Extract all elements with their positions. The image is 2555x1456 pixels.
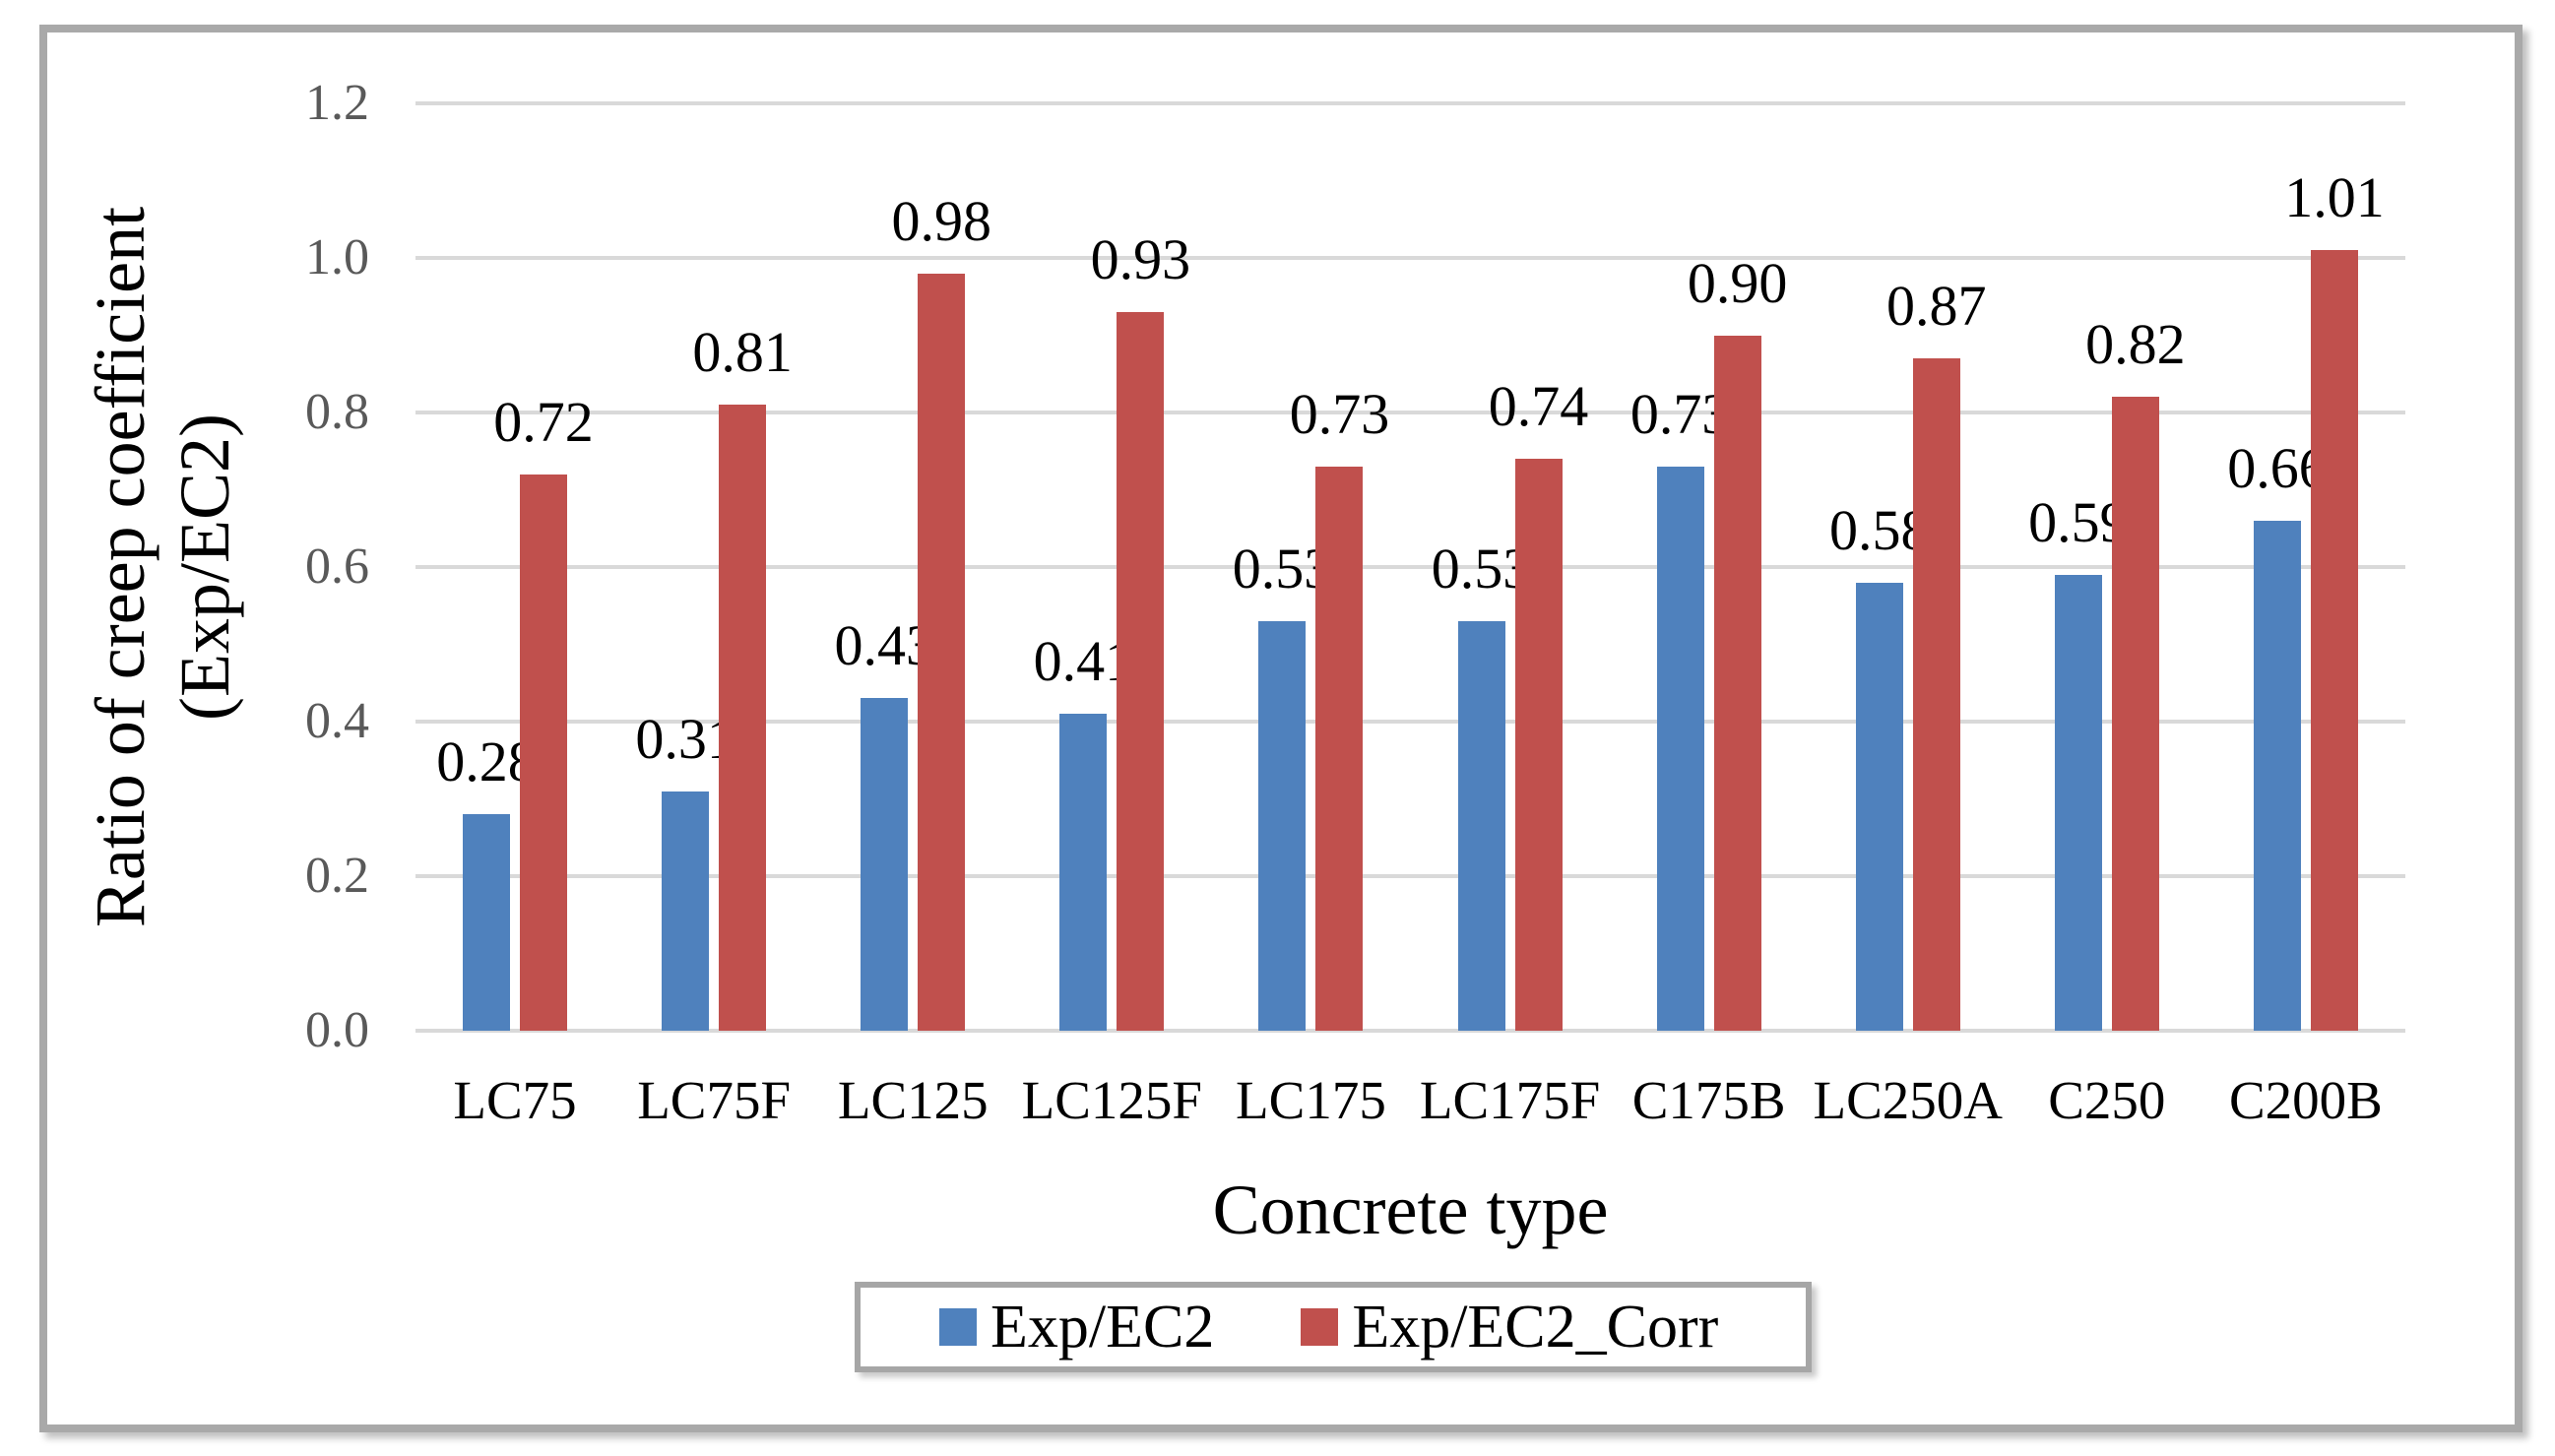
bar-value-label: 0.82 xyxy=(2085,312,2186,377)
legend-item-exp-ec2: Exp/EC2 xyxy=(939,1297,1214,1358)
bar-exp-ec2-corr-lc125 xyxy=(918,273,966,1031)
y-axis-title-line1: Ratio of creep coefficient xyxy=(81,206,160,928)
legend-swatch-exp-ec2-corr xyxy=(1301,1308,1339,1346)
bar-value-label: 0.73 xyxy=(1289,381,1390,446)
gridline xyxy=(415,874,2405,878)
gridline xyxy=(415,101,2405,105)
bar-value-label: 0.28 xyxy=(436,729,537,794)
bar-exp-ec2-lc250a xyxy=(1855,582,1903,1031)
bar-value-label: 0.87 xyxy=(1886,274,1987,339)
x-tick-label: LC250A xyxy=(1813,1070,2003,1130)
y-tick-label: 0.2 xyxy=(305,848,369,904)
bar-value-label: 0.90 xyxy=(1687,250,1788,315)
legend: Exp/EC2 Exp/EC2_Corr xyxy=(855,1282,1812,1372)
x-tick-label: LC175F xyxy=(1419,1070,1601,1130)
bar-value-label: 0.74 xyxy=(1488,374,1589,439)
bar-exp-ec2-corr-lc250a xyxy=(1912,358,1960,1031)
bar-exp-ec2-lc175f xyxy=(1457,620,1505,1031)
legend-item-exp-ec2-corr: Exp/EC2_Corr xyxy=(1301,1297,1718,1358)
bar-value-label: 0.59 xyxy=(2028,489,2129,554)
gridline xyxy=(415,565,2405,569)
bar-exp-ec2-c250 xyxy=(2054,574,2102,1031)
y-axis-title-line2: (Exp/EC2) xyxy=(165,413,244,721)
bar-exp-ec2-c200b xyxy=(2253,520,2301,1031)
x-tick-label: C200B xyxy=(2229,1070,2383,1130)
bar-value-label: 0.58 xyxy=(1829,497,1930,562)
bar-value-label: 0.73 xyxy=(1629,381,1731,446)
x-axis-title: Concrete type xyxy=(1212,1171,1609,1249)
bar-value-label: 0.66 xyxy=(2227,435,2328,500)
y-tick-label: 1.0 xyxy=(305,229,369,285)
y-tick-label: 0.4 xyxy=(305,693,369,749)
x-tick-label: LC75F xyxy=(637,1070,792,1130)
bar-exp-ec2-lc175 xyxy=(1258,620,1307,1031)
y-axis-title: Ratio of creep coefficient (Exp/EC2) xyxy=(78,124,247,1010)
legend-label: Exp/EC2 xyxy=(990,1294,1215,1361)
bar-exp-ec2-corr-c175b xyxy=(1713,335,1761,1031)
x-tick-label: C250 xyxy=(2048,1070,2166,1130)
gridline xyxy=(415,720,2405,724)
gridline xyxy=(415,1029,2405,1033)
x-tick-label: LC75 xyxy=(453,1070,577,1130)
y-tick-label: 0.8 xyxy=(305,384,369,440)
y-tick-label: 1.2 xyxy=(305,75,369,131)
bar-exp-ec2-corr-lc175 xyxy=(1315,466,1364,1031)
gridline xyxy=(415,411,2405,414)
y-tick-label: 0.0 xyxy=(305,1002,369,1058)
bar-exp-ec2-lc75 xyxy=(463,814,511,1031)
bar-exp-ec2-c175b xyxy=(1656,466,1704,1031)
x-tick-label: LC125F xyxy=(1021,1070,1203,1130)
x-tick-label: LC175 xyxy=(1236,1070,1386,1130)
bar-value-label: 0.98 xyxy=(891,188,992,253)
bar-exp-ec2-corr-lc75 xyxy=(520,474,568,1031)
x-tick-label: C175B xyxy=(1631,1070,1786,1130)
legend-swatch-exp-ec2 xyxy=(939,1308,977,1346)
bar-value-label: 0.81 xyxy=(692,320,793,385)
bar-exp-ec2-lc125 xyxy=(861,698,909,1031)
bar-value-label: 0.31 xyxy=(635,706,735,771)
legend-label: Exp/EC2_Corr xyxy=(1352,1294,1719,1361)
bar-value-label: 0.53 xyxy=(1232,536,1333,601)
gridline xyxy=(415,256,2405,260)
bar-exp-ec2-corr-lc75f xyxy=(719,405,767,1031)
y-tick-label: 0.6 xyxy=(305,538,369,595)
bar-exp-ec2-corr-c200b xyxy=(2310,250,2358,1031)
bar-exp-ec2-corr-c250 xyxy=(2111,397,2159,1031)
bar-value-label: 0.43 xyxy=(834,613,935,678)
bar-value-label: 1.01 xyxy=(2284,165,2385,230)
bar-value-label: 0.53 xyxy=(1431,536,1532,601)
bar-exp-ec2-lc125f xyxy=(1059,714,1108,1031)
x-tick-label: LC125 xyxy=(837,1070,989,1130)
bar-value-label: 0.41 xyxy=(1033,629,1134,694)
bar-value-label: 0.93 xyxy=(1090,226,1191,291)
bar-value-label: 0.72 xyxy=(493,389,594,454)
bar-exp-ec2-corr-lc175f xyxy=(1514,459,1563,1031)
bar-exp-ec2-lc75f xyxy=(662,791,710,1031)
bar-exp-ec2-corr-lc125f xyxy=(1117,311,1165,1031)
